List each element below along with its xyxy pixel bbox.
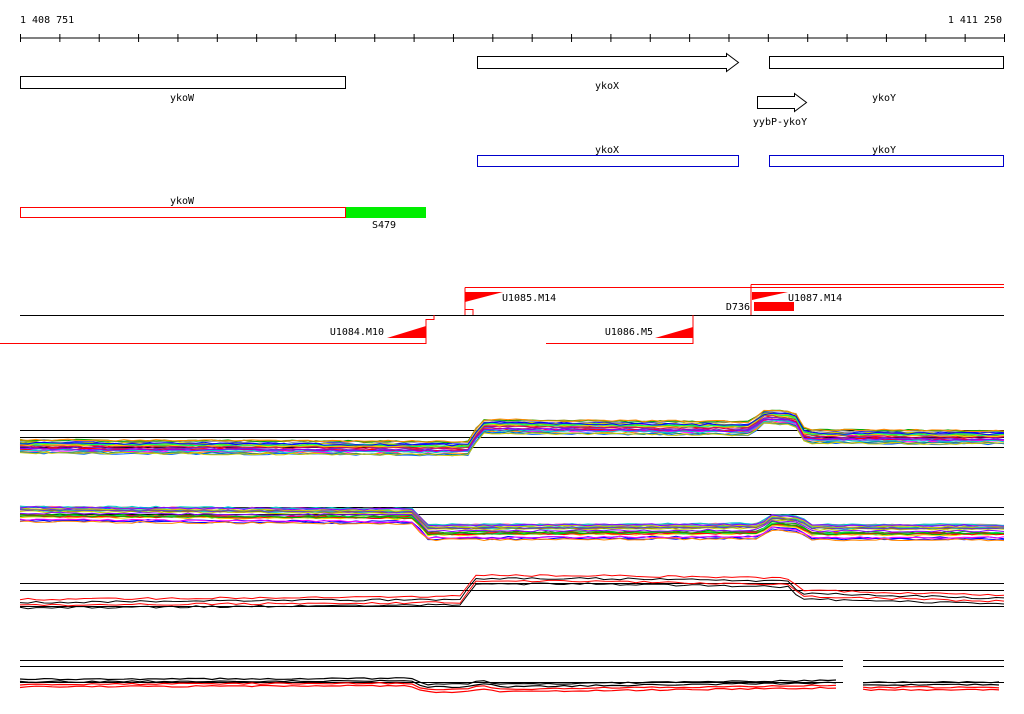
gene-ykoY-box[interactable] xyxy=(769,56,1004,69)
profile-line xyxy=(19,422,1004,457)
profile-line xyxy=(19,520,1005,542)
segment-U1084-line xyxy=(0,315,435,344)
profile-line xyxy=(19,410,1005,444)
profile-line xyxy=(19,577,1005,604)
profile-line xyxy=(19,419,1005,454)
segment-U1084-marker xyxy=(387,326,426,338)
transcript-track: ykoX ykoY xyxy=(477,145,1004,167)
ruler-start-label: 1 408 751 xyxy=(20,15,74,26)
expression-profile-track-1 xyxy=(19,409,1005,457)
gene-ykoW-label: ykoW xyxy=(170,93,195,104)
segment-U1087-label: U1087.M14 xyxy=(788,293,842,304)
profile-line xyxy=(19,582,1005,610)
feature-S479-label: S479 xyxy=(372,220,396,231)
transcript-ykoX-label: ykoX xyxy=(595,145,619,156)
profile-line xyxy=(19,507,1004,529)
profile-line xyxy=(19,677,1000,686)
profile-line xyxy=(19,679,1000,689)
segment-D736-box[interactable] xyxy=(754,302,794,311)
gene-ykoY-label: ykoY xyxy=(872,93,896,104)
profile-line xyxy=(19,684,1000,694)
profile-line xyxy=(19,506,1005,527)
profile-line xyxy=(19,416,1005,452)
gene-ykoX-label: ykoX xyxy=(595,81,619,92)
profile-line xyxy=(19,409,1005,443)
expression-profile-track-4 xyxy=(19,660,1004,694)
feature-ykoW-label: ykoW xyxy=(170,196,195,207)
profile-line xyxy=(20,412,1005,447)
profile-line xyxy=(19,579,1005,607)
segment-U1087-marker xyxy=(752,292,788,300)
profile-line xyxy=(19,681,1000,691)
gene-yybP-ykoY-label: yybP-ykoY xyxy=(753,117,807,128)
segment-U1085-label: U1085.M14 xyxy=(502,293,556,304)
ruler-end-label: 1 411 250 xyxy=(948,15,1002,26)
red-feature-track: ykoW S479 xyxy=(20,196,426,231)
gene-track: ykoW ykoX ykoY yybP-ykoY xyxy=(20,52,1004,128)
profile-line xyxy=(19,518,1005,540)
gene-ykoX-arrow[interactable] xyxy=(477,52,740,73)
profile-line xyxy=(19,511,1005,533)
segment-U1085-marker xyxy=(465,292,503,302)
transcript-ykoX-box[interactable] xyxy=(477,155,739,167)
feature-S479-box[interactable] xyxy=(346,207,426,218)
profile-line xyxy=(19,418,1005,453)
profile-line xyxy=(19,574,1005,601)
segment-D736-label: D736 xyxy=(726,302,750,313)
profile-line xyxy=(19,505,1005,527)
ruler-ticks xyxy=(20,34,1005,42)
segment-U1086-line xyxy=(546,315,694,344)
expression-profile-track-2 xyxy=(19,505,1005,542)
transcript-ykoY-box[interactable] xyxy=(769,155,1004,167)
gene-ykoW-box[interactable] xyxy=(20,76,346,89)
profile-line xyxy=(19,519,1005,541)
segment-U1086-marker xyxy=(655,327,693,338)
segment-U1086-label: U1086.M5 xyxy=(605,327,653,338)
segment-U1084-label: U1084.M10 xyxy=(330,327,384,338)
profile-line xyxy=(19,514,1005,536)
expression-profile-track-3 xyxy=(19,574,1005,610)
segment-track: U1085.M14 U1087.M14 D736 U1084.M10 U1086… xyxy=(0,284,1004,344)
profile-line xyxy=(19,416,1005,451)
feature-ykoW-box[interactable] xyxy=(20,207,346,218)
transcript-ykoY-label: ykoY xyxy=(872,145,896,156)
gene-yybP-ykoY-arrow[interactable] xyxy=(757,92,808,113)
coordinate-ruler: 1 408 751 1 411 250 xyxy=(20,15,1005,42)
